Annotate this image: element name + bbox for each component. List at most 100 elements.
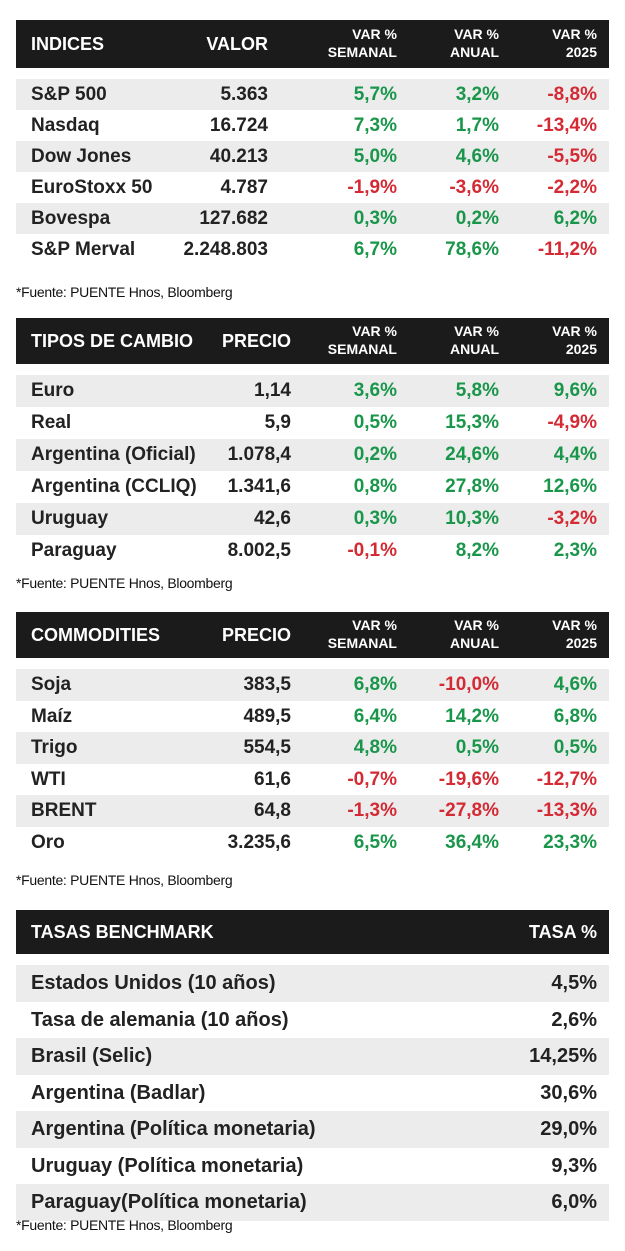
- header-name: COMMODITIES: [31, 625, 160, 645]
- row-value: 8.002,5: [227, 540, 291, 561]
- row-name: S&P Merval: [31, 239, 136, 260]
- header-ytd-2: 2025: [565, 44, 597, 60]
- row-annual-change: 5,8%: [455, 380, 499, 401]
- exchange-rows: Euro 1,14 3,6% 5,8% 9,6% Real 5,9 0,5% 15,3% -4,9…: [16, 375, 609, 567]
- row-value: 1.078,4: [227, 444, 291, 465]
- row-weekly-change: 6,4%: [353, 705, 397, 727]
- row-ytd-change: -2,2%: [547, 177, 597, 198]
- table-row: Brasil (Selic) 14,25%: [16, 1038, 609, 1075]
- row-ytd-change: 9,6%: [553, 380, 597, 401]
- table-row: Argentina (Badlar) 30,6%: [16, 1075, 609, 1112]
- row-weekly-change: 3,6%: [353, 380, 397, 401]
- table-row: Soja 383,5 6,8% -10,0% 4,6%: [16, 669, 609, 701]
- row-name: BRENT: [31, 800, 97, 821]
- table-row: Paraguay(Política monetaria) 6,0%: [16, 1184, 609, 1221]
- row-annual-change: 36,4%: [445, 831, 499, 853]
- row-value: 42,6: [254, 508, 291, 529]
- header-ytd-1: VAR %: [552, 26, 597, 42]
- row-name: Argentina (CCLIQ): [31, 476, 197, 497]
- table-row: Real 5,9 0,5% 15,3% -4,9%: [16, 407, 609, 439]
- table-row: BRENT 64,8 -1,3% -27,8% -13,3%: [16, 795, 609, 827]
- row-value: 4,5%: [551, 972, 597, 994]
- row-name: Nasdaq: [31, 115, 100, 136]
- row-value: 127.682: [199, 208, 268, 229]
- table-row: Maíz 489,5 6,4% 14,2% 6,8%: [16, 701, 609, 733]
- header-value: PRECIO: [221, 625, 291, 645]
- row-name: Uruguay (Política monetaria): [31, 1154, 304, 1177]
- row-name: Dow Jones: [31, 146, 132, 167]
- row-weekly-change: 0,5%: [353, 412, 397, 433]
- row-name: Tasa de alemania (10 años): [31, 1008, 289, 1031]
- row-value: 30,6%: [540, 1081, 597, 1104]
- table-row: Estados Unidos (10 años) 4,5%: [16, 965, 609, 1002]
- indices-table: INDICES VALOR VAR % SEMANAL VAR % ANUAL …: [16, 20, 609, 265]
- table-row: Paraguay 8.002,5 -0,1% 8,2% 2,3%: [16, 535, 609, 567]
- row-annual-change: 4,6%: [455, 146, 499, 167]
- row-value: 5,9: [264, 412, 291, 433]
- header-value: TASA %: [528, 922, 597, 942]
- row-weekly-change: 0,3%: [353, 208, 397, 229]
- row-annual-change: -27,8%: [438, 800, 499, 821]
- header-ytd-2: 2025: [565, 635, 597, 651]
- table-row: Bovespa 127.682 0,3% 0,2% 6,2%: [16, 203, 609, 234]
- row-annual-change: 1,7%: [455, 115, 499, 136]
- row-weekly-change: 5,0%: [353, 146, 397, 167]
- row-value: 29,0%: [540, 1118, 597, 1140]
- table-row: Argentina (Oficial) 1.078,4 0,2% 24,6% 4,4%: [16, 439, 609, 471]
- row-ytd-change: -4,9%: [547, 412, 597, 433]
- row-annual-change: 24,6%: [445, 444, 499, 465]
- row-value: 383,5: [243, 674, 291, 695]
- header-ytd-1: VAR %: [552, 617, 597, 633]
- row-ytd-change: -5,5%: [547, 146, 597, 167]
- table-row: Euro 1,14 3,6% 5,8% 9,6%: [16, 375, 609, 407]
- table-row: Uruguay 42,6 0,3% 10,3% -3,2%: [16, 503, 609, 535]
- row-value: 2.248.803: [183, 239, 268, 260]
- row-weekly-change: -1,3%: [347, 800, 397, 821]
- row-name: Argentina (Oficial): [31, 444, 196, 465]
- row-value: 4.787: [220, 177, 268, 198]
- row-ytd-change: -3,2%: [547, 508, 597, 529]
- indices-source: *Fuente: PUENTE Hnos, Bloomberg: [16, 284, 233, 300]
- header-value: PRECIO: [221, 331, 291, 351]
- header-annual-2: ANUAL: [450, 635, 499, 651]
- row-weekly-change: 0,8%: [353, 476, 397, 497]
- table-row: Argentina (CCLIQ) 1.341,6 0,8% 27,8% 12,6%: [16, 471, 609, 503]
- row-ytd-change: -13,4%: [536, 115, 597, 136]
- row-weekly-change: 6,8%: [353, 674, 397, 695]
- row-value: 16.724: [209, 115, 268, 136]
- row-annual-change: 78,6%: [445, 239, 499, 260]
- row-weekly-change: -1,9%: [347, 177, 397, 198]
- row-value: 1,14: [254, 380, 291, 401]
- header-weekly-2: SEMANAL: [327, 635, 397, 651]
- commodities-header: COMMODITIES PRECIO VAR % SEMANAL VAR % A…: [16, 612, 609, 658]
- table-row: S&P Merval 2.248.803 6,7% 78,6% -11,2%: [16, 234, 609, 265]
- row-annual-change: 27,8%: [445, 476, 499, 497]
- row-name: Maíz: [31, 705, 73, 727]
- row-weekly-change: 6,7%: [353, 239, 397, 260]
- row-name: Euro: [31, 380, 75, 401]
- table-row: Tasa de alemania (10 años) 2,6%: [16, 1002, 609, 1039]
- exchange-header: TIPOS DE CAMBIO PRECIO VAR % SEMANAL VAR…: [16, 318, 609, 364]
- row-name: Brasil (Selic): [31, 1045, 153, 1067]
- exchange-source: *Fuente: PUENTE Hnos, Bloomberg: [16, 575, 233, 591]
- header-name: TASAS BENCHMARK: [31, 922, 214, 942]
- row-ytd-change: 2,3%: [553, 540, 597, 561]
- row-name: Soja: [31, 674, 72, 695]
- row-value: 61,6: [254, 768, 291, 790]
- row-name: Bovespa: [31, 208, 111, 229]
- table-row: Oro 3.235,6 6,5% 36,4% 23,3%: [16, 827, 609, 859]
- row-ytd-change: 0,5%: [553, 737, 597, 758]
- row-value: 14,25%: [529, 1045, 597, 1067]
- table-row: EuroStoxx 50 4.787 -1,9% -3,6% -2,2%: [16, 172, 609, 203]
- row-value: 9,3%: [551, 1154, 597, 1177]
- table-row: WTI 61,6 -0,7% -19,6% -12,7%: [16, 764, 609, 796]
- header-name: TIPOS DE CAMBIO: [31, 331, 194, 351]
- row-name: S&P 500: [31, 84, 107, 105]
- row-value: 2,6%: [551, 1008, 597, 1031]
- row-ytd-change: 12,6%: [543, 476, 597, 497]
- row-name: Paraguay: [31, 540, 117, 561]
- row-name: Argentina (Política monetaria): [31, 1118, 316, 1140]
- row-annual-change: 0,5%: [455, 737, 499, 758]
- row-weekly-change: 0,3%: [353, 508, 397, 529]
- rates-source: *Fuente: PUENTE Hnos, Bloomberg: [16, 1217, 233, 1233]
